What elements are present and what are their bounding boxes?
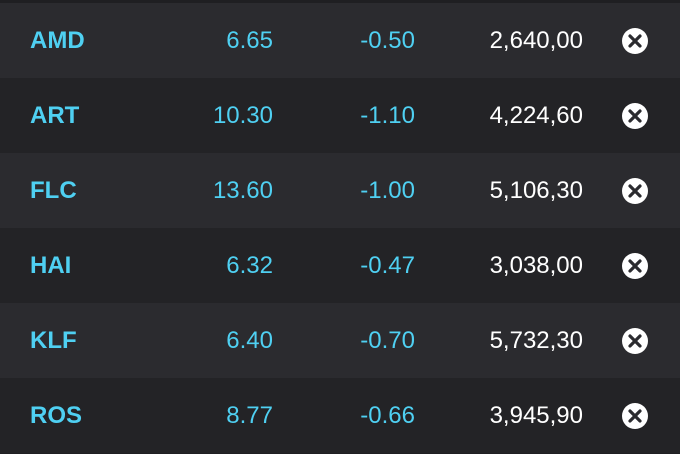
remove-button[interactable] (621, 27, 649, 55)
symbol: AMD (30, 27, 85, 54)
symbol: KLF (30, 327, 77, 354)
remove-button[interactable] (621, 327, 649, 355)
symbol: ROS (30, 402, 83, 429)
volume: 5,106,30 (489, 177, 583, 204)
stock-row: HAI 6.32 -0.47 3,038,00 (0, 228, 680, 303)
change: -1.00 (360, 177, 415, 204)
price: 6.40 (226, 327, 273, 354)
volume: 3,945,90 (489, 402, 583, 429)
symbol: FLC (30, 177, 77, 204)
change: -0.66 (360, 402, 415, 429)
remove-button[interactable] (621, 177, 649, 205)
price: 13.60 (212, 177, 273, 204)
volume: 5,732,30 (489, 327, 583, 354)
remove-button[interactable] (621, 102, 649, 130)
change: -1.10 (360, 102, 415, 129)
change: -0.70 (360, 327, 415, 354)
stock-row: AMD 6.65 -0.50 2,640,00 (0, 3, 680, 78)
price: 8.77 (226, 402, 273, 429)
volume: 4,224,60 (489, 102, 583, 129)
stock-row: ROS 8.77 -0.66 3,945,90 (0, 378, 680, 453)
volume: 3,038,00 (489, 252, 583, 279)
volume: 2,640,00 (489, 27, 583, 54)
stock-row: ART 10.30 -1.10 4,224,60 (0, 78, 680, 153)
stock-row: KLF 6.40 -0.70 5,732,30 (0, 303, 680, 378)
price: 6.65 (226, 27, 273, 54)
symbol: HAI (30, 252, 72, 279)
change: -0.50 (360, 27, 415, 54)
change: -0.47 (360, 252, 415, 279)
remove-button[interactable] (621, 252, 649, 280)
stock-row: FLC 13.60 -1.00 5,106,30 (0, 153, 680, 228)
price: 6.32 (226, 252, 273, 279)
symbol: ART (30, 102, 80, 129)
remove-button[interactable] (621, 402, 649, 430)
price: 10.30 (212, 102, 273, 129)
